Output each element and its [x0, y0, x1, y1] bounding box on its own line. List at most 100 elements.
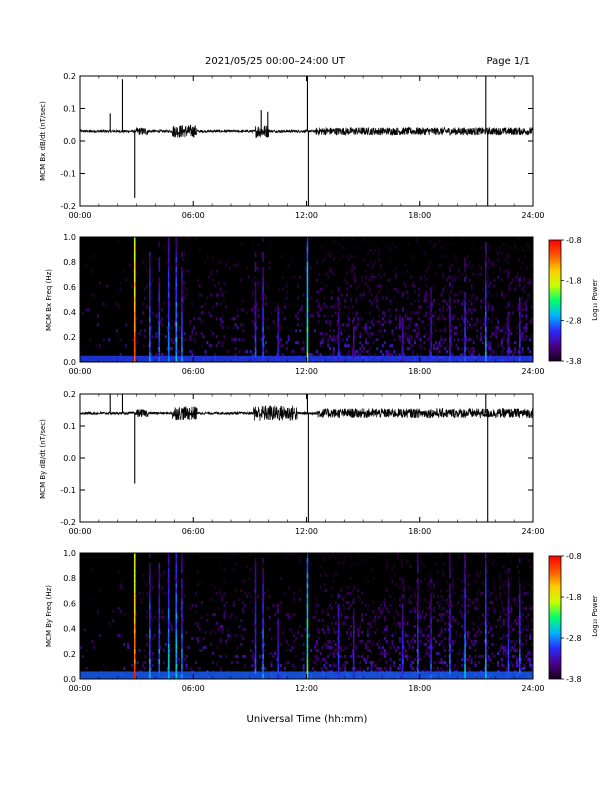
bx-spectrogram-burst-cell: [507, 322, 510, 327]
bx-spectrogram-burst-cell: [518, 277, 521, 282]
by-spectrogram-speckle: [349, 655, 352, 658]
bx-spectrogram-burst-cell: [449, 282, 451, 287]
bx-spectrogram-speckle: [451, 314, 454, 318]
by-spectrogram-burst-cell: [464, 583, 466, 589]
by-spectrogram-burst-cell: [133, 588, 136, 594]
by-spectrogram-speckle: [448, 556, 450, 559]
by-spectrogram-speckle: [432, 616, 435, 619]
bx-spectrogram-speckle: [140, 329, 143, 333]
by-spectrogram-xtick-label: 00:00: [68, 684, 91, 693]
bx-dbdt-xtick-label: 18:00: [408, 211, 431, 220]
by-spectrogram-speckle: [315, 610, 318, 613]
bx-spectrogram-burst-cell: [181, 282, 183, 287]
by-spectrogram-speckle: [332, 553, 335, 556]
by-spectrogram-speckle: [427, 607, 430, 610]
by-spectrogram-burst-cell: [430, 618, 432, 624]
by-spectrogram-speckle: [315, 640, 318, 643]
by-spectrogram-burst-cell: [401, 593, 404, 599]
by-spectrogram-burst-cell: [149, 623, 151, 629]
by-spectrogram-speckle: [502, 586, 505, 589]
bx-spectrogram-speckle: [408, 242, 411, 246]
by-spectrogram-speckle: [366, 658, 369, 661]
bx-spectrogram-speckle: [336, 353, 339, 357]
bx-spectrogram-speckle: [442, 299, 445, 303]
by-spectrogram-speckle: [385, 625, 388, 628]
bx-spectrogram-speckle: [419, 353, 422, 357]
bx-spectrogram-speckle: [444, 326, 447, 330]
bx-spectrogram-speckle: [480, 305, 483, 309]
by-spectrogram-speckle: [506, 583, 509, 586]
by-spectrogram-speckle: [338, 595, 341, 598]
bx-spectrogram-speckle: [242, 308, 245, 312]
by-spectrogram-speckle: [368, 625, 371, 628]
bx-spectrogram-speckle: [197, 317, 199, 321]
bx-spectrogram-speckle: [425, 332, 428, 336]
by-spectrogram-speckle: [393, 574, 396, 577]
by-spectrogram-burst-cell: [417, 653, 419, 659]
bx-spectrogram-burst-cell: [181, 297, 183, 302]
by-spectrogram-speckle: [206, 613, 209, 616]
by-spectrogram-xtick-label: 06:00: [182, 684, 205, 693]
bx-spectrogram-speckle: [414, 338, 416, 342]
by-spectrogram-burst-cell: [485, 558, 487, 564]
bx-spectrogram-burst-cell: [464, 347, 466, 352]
by-spectrogram-speckle: [512, 646, 515, 649]
bx-spectrogram-speckle: [521, 338, 524, 342]
by-spectrogram-burst-cell: [449, 568, 451, 574]
by-spectrogram-speckle: [185, 631, 188, 634]
by-spectrogram-speckle: [478, 604, 481, 607]
bx-spectrogram-speckle: [461, 314, 464, 318]
bx-spectrogram-speckle: [370, 266, 373, 270]
by-spectrogram-speckle: [253, 661, 256, 664]
bx-spectrogram-speckle: [531, 263, 533, 267]
by-spectrogram-speckle: [487, 658, 490, 661]
by-spectrogram-burst-cell: [417, 578, 419, 584]
by-spectrogram-burst-cell: [175, 638, 178, 644]
by-spectrogram-burst-cell: [306, 623, 309, 629]
bx-spectrogram-burst-cell: [518, 347, 521, 352]
by-spectrogram-speckle: [198, 649, 201, 652]
bx-spectrogram-speckle: [425, 293, 428, 297]
bx-spectrogram-speckle: [483, 335, 486, 339]
bx-spectrogram-speckle: [438, 317, 441, 321]
bx-spectrogram-speckle: [355, 323, 358, 327]
bx-spectrogram-burst-cell: [149, 262, 151, 267]
by-spectrogram-speckle: [398, 625, 401, 628]
by-spectrogram-speckle: [366, 667, 369, 670]
by-spectrogram-burst-cell: [485, 648, 487, 654]
by-spectrogram-speckle: [132, 643, 135, 646]
by-spectrogram-speckle: [393, 646, 396, 649]
bx-spectrogram-speckle: [217, 293, 220, 297]
by-spectrogram-burst-cell: [167, 648, 170, 654]
by-spectrogram-speckle: [380, 610, 382, 613]
bx-spectrogram-speckle: [451, 284, 454, 288]
by-spectrogram-burst-cell: [337, 673, 340, 679]
by-spectrogram-speckle: [429, 607, 432, 610]
by-spectrogram-speckle: [242, 580, 245, 583]
bx-spectrogram-speckle: [348, 353, 350, 357]
by-spectrogram-speckle: [344, 646, 347, 649]
by-spectrogram-speckle: [336, 637, 339, 640]
by-spectrogram-speckle: [529, 559, 532, 562]
by-spectrogram-speckle: [502, 664, 505, 667]
by-spectrogram-speckle: [385, 568, 388, 571]
by-spectrogram-speckle: [483, 667, 486, 670]
bx-spectrogram-speckle: [525, 305, 528, 309]
by-spectrogram-speckle: [249, 568, 252, 571]
by-spectrogram-speckle: [276, 604, 279, 607]
by-spectrogram-speckle: [510, 640, 513, 643]
by-spectrogram-burst-cell: [352, 643, 355, 649]
bx-spectrogram-speckle: [525, 302, 528, 306]
by-spectrogram-speckle: [338, 667, 341, 670]
by-spectrogram-speckle: [391, 634, 394, 637]
bx-spectrogram-speckle: [161, 332, 164, 336]
by-spectrogram-burst-cell: [181, 603, 183, 609]
bx-spectrogram-speckle: [395, 326, 398, 330]
bx-spectrogram-speckle: [336, 305, 339, 309]
bx-spectrogram-speckle: [461, 317, 464, 321]
by-spectrogram-speckle: [414, 595, 416, 598]
by-spectrogram-speckle: [423, 634, 426, 637]
bx-spectrogram-speckle: [146, 269, 148, 273]
bx-spectrogram-burst-cell: [464, 342, 466, 347]
bx-spectrogram-speckle: [359, 341, 362, 345]
